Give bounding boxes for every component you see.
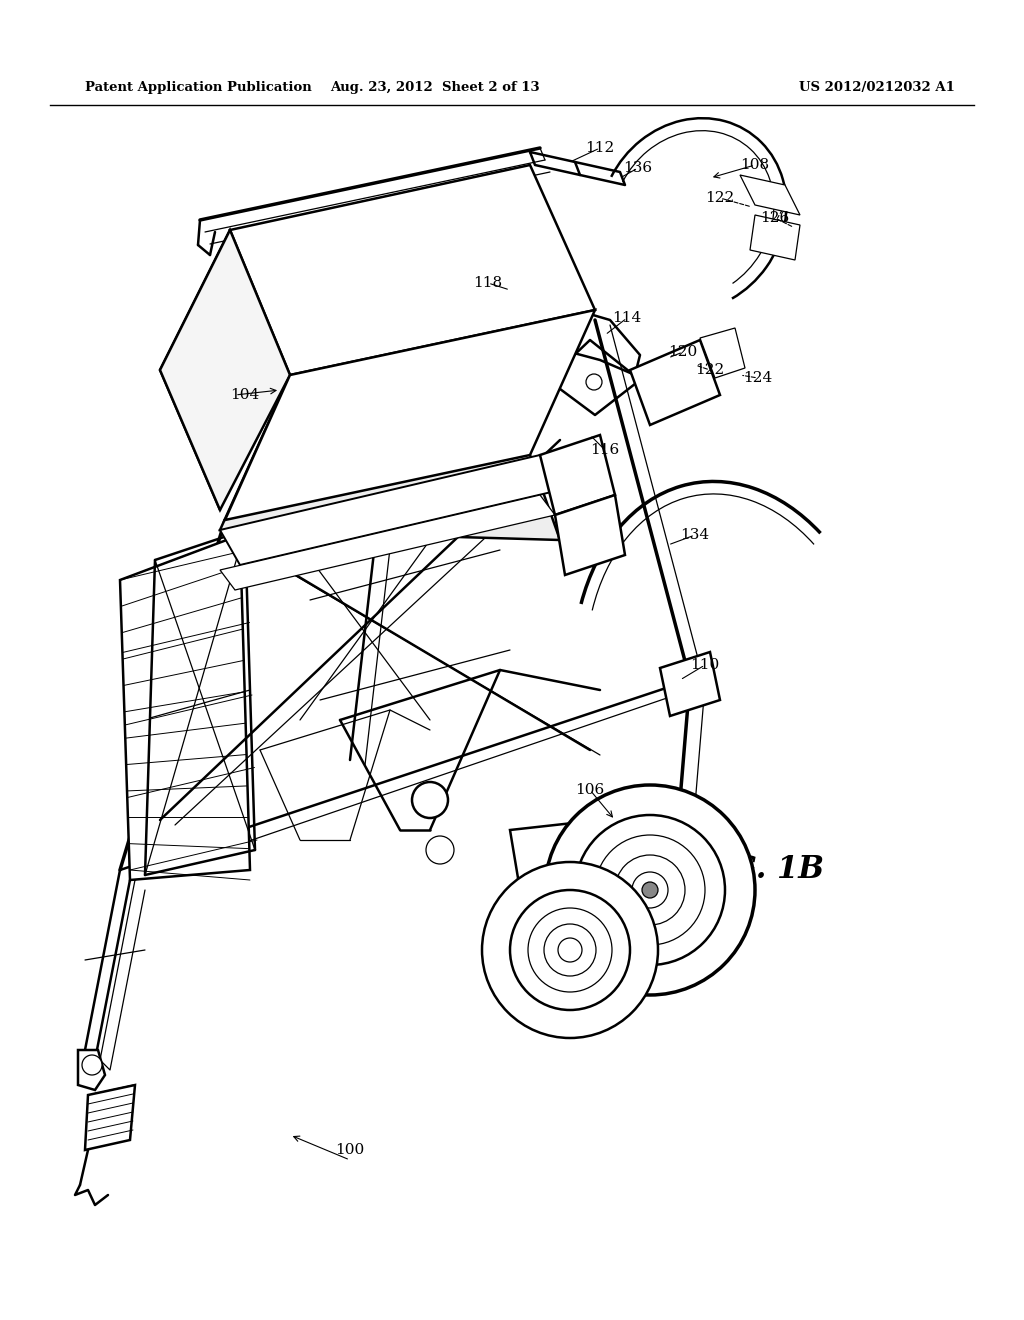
Text: 124: 124 [743,371,773,385]
Circle shape [586,374,602,389]
Text: 106: 106 [575,783,604,797]
Polygon shape [220,495,555,590]
Text: 112: 112 [586,141,614,154]
Text: 110: 110 [690,657,720,672]
Circle shape [513,271,534,290]
Polygon shape [630,341,720,425]
Circle shape [82,1055,102,1074]
Text: 118: 118 [473,276,503,290]
Circle shape [642,882,658,898]
Text: 134: 134 [680,528,710,543]
Polygon shape [85,1085,135,1150]
Text: Aug. 23, 2012  Sheet 2 of 13: Aug. 23, 2012 Sheet 2 of 13 [330,82,540,95]
Polygon shape [120,535,250,880]
Text: 116: 116 [591,444,620,457]
Polygon shape [220,455,560,565]
Text: 104: 104 [230,388,260,403]
Text: 122: 122 [706,191,734,205]
Circle shape [528,908,612,993]
Circle shape [534,249,547,264]
Polygon shape [78,1049,105,1090]
Circle shape [426,836,454,865]
Polygon shape [220,375,560,540]
Circle shape [510,890,630,1010]
Polygon shape [750,215,800,260]
Text: US 2012/0212032 A1: US 2012/0212032 A1 [799,82,955,95]
Circle shape [482,862,658,1038]
Polygon shape [540,436,615,515]
Polygon shape [555,495,625,576]
Circle shape [544,924,596,975]
Text: 122: 122 [695,363,725,378]
Circle shape [412,781,449,818]
Polygon shape [160,230,290,510]
Polygon shape [225,310,595,520]
Polygon shape [660,652,720,715]
Polygon shape [700,327,745,378]
Polygon shape [510,810,700,890]
Text: 136: 136 [624,161,652,176]
Text: 126: 126 [761,211,790,224]
Circle shape [595,836,705,945]
Text: Patent Application Publication: Patent Application Publication [85,82,311,95]
Text: 108: 108 [740,158,770,172]
Circle shape [632,873,668,908]
Text: FIG. 1B: FIG. 1B [695,854,824,886]
Circle shape [558,939,582,962]
Polygon shape [230,165,595,375]
Circle shape [545,785,755,995]
Text: 114: 114 [612,312,642,325]
Circle shape [575,814,725,965]
Circle shape [615,855,685,925]
Text: 120: 120 [669,345,697,359]
Text: 100: 100 [336,1143,365,1158]
Polygon shape [740,176,800,215]
